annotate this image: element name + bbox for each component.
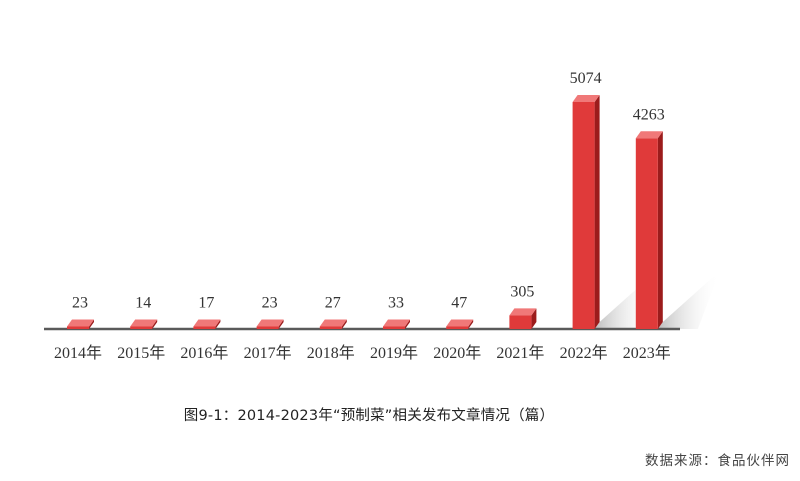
bar-front	[67, 326, 89, 329]
bar-front	[130, 326, 153, 329]
bar-top	[572, 95, 600, 102]
bar-shadow	[657, 271, 720, 329]
bar-top	[193, 319, 221, 327]
x-tick-label: 2016年	[180, 344, 228, 362]
bar-side	[89, 319, 94, 329]
data-label: 17	[198, 295, 214, 312]
bar-top	[67, 319, 94, 327]
bar-2017年	[256, 319, 284, 329]
data-label: 4263	[633, 106, 665, 123]
data-label: 27	[325, 295, 341, 312]
data-label: 23	[72, 295, 88, 312]
bar-2023年	[635, 131, 663, 329]
bar-side	[278, 319, 284, 329]
bar-side	[657, 131, 663, 329]
x-tick-label: 2014年	[54, 344, 102, 362]
x-tick-label: 2022年	[560, 344, 608, 362]
bar-top	[383, 319, 410, 327]
data-label: 14	[135, 295, 151, 312]
bar-2016年	[193, 319, 221, 329]
bar-side	[405, 319, 410, 329]
bar-2022年	[572, 95, 600, 329]
bar-front	[572, 102, 595, 329]
x-tick-label: 2017年	[244, 344, 292, 362]
bar-top	[635, 131, 663, 139]
bar-top	[509, 308, 537, 316]
x-tick-label: 2021年	[496, 344, 544, 362]
bar-2015年	[130, 319, 158, 329]
x-tick-label: 2019年	[370, 344, 418, 362]
bar-2014年	[67, 319, 94, 329]
bar-2018年	[319, 319, 347, 329]
bar-side	[341, 319, 347, 329]
data-label: 305	[510, 283, 534, 300]
bar-2019年	[383, 319, 410, 329]
bar-side	[468, 319, 474, 329]
bar-front	[193, 326, 216, 329]
bar-side	[152, 319, 158, 329]
bar-side	[594, 95, 600, 329]
bar-side	[531, 308, 537, 329]
x-tick-label: 2015年	[117, 344, 165, 362]
x-tick-label: 2020年	[433, 344, 481, 362]
data-source: 数据来源：食品伙伴网	[645, 453, 790, 469]
chart-title: 图9-1：2014-2023年“预制菜”相关发布文章情况（篇）	[183, 408, 555, 424]
bar-top	[256, 319, 284, 327]
bar-top	[319, 319, 347, 327]
bar-front	[383, 326, 405, 329]
data-label: 47	[451, 295, 467, 312]
bar-front	[319, 326, 342, 329]
bar-2021年	[509, 308, 537, 329]
bar-front	[256, 326, 279, 329]
bar-front	[446, 326, 469, 329]
bar-2020年	[446, 319, 474, 329]
data-label: 33	[388, 295, 404, 312]
x-tick-label: 2023年	[623, 344, 671, 362]
bar-side	[215, 319, 221, 329]
x-tick-label: 2018年	[307, 344, 355, 362]
bar-top	[130, 319, 158, 327]
bar-front	[635, 138, 658, 329]
data-label: 5074	[570, 70, 602, 87]
bar-top	[446, 319, 474, 327]
bar-front	[509, 315, 532, 329]
data-label: 23	[262, 295, 278, 312]
